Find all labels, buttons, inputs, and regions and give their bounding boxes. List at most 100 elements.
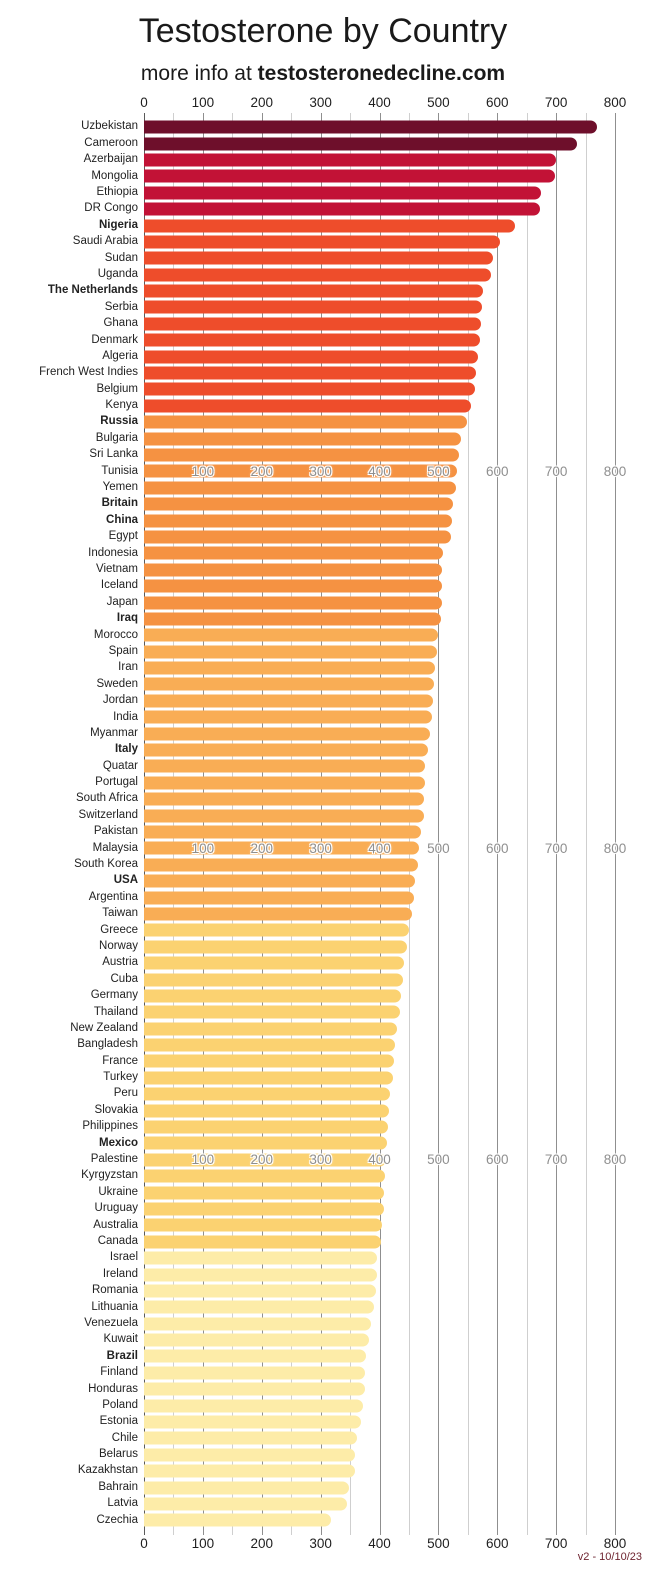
country-label: Jordan (102, 694, 138, 707)
major-gridline-100 (202, 113, 204, 1535)
axis-bottom-tick-500: 500 (427, 1536, 450, 1551)
country-label: The Netherlands (47, 284, 138, 297)
value-bar (144, 841, 419, 855)
bar-track (144, 988, 615, 1004)
value-bar (144, 1349, 366, 1363)
bar-track (144, 217, 615, 233)
inline-axis-tick-500: 500 (427, 463, 450, 479)
bar-track (144, 676, 615, 692)
bar-row: Ghana (0, 316, 615, 332)
value-bar (144, 1186, 385, 1200)
country-label: Cameroon (84, 136, 138, 149)
value-bar (144, 1300, 374, 1314)
bar-track (144, 660, 615, 676)
value-bar (144, 743, 429, 757)
country-label: Serbia (104, 300, 138, 313)
inline-axis-tick-600: 600 (485, 840, 509, 856)
inline-axis-tick-700: 700 (544, 840, 568, 856)
bar-track (144, 250, 615, 266)
bar-track (144, 1430, 615, 1446)
axis-top-tick-400: 400 (368, 95, 391, 110)
value-bar (144, 1448, 356, 1462)
inline-axis-tick-800: 800 (603, 840, 627, 856)
bar-row: Latvia (0, 1496, 615, 1512)
bar-track (144, 1266, 615, 1282)
country-label: Portugal (95, 776, 138, 789)
bar-track (144, 1332, 615, 1348)
version-note: v2 - 10/10/23 (577, 1551, 642, 1563)
country-label: Poland (102, 1398, 138, 1411)
value-bar (144, 940, 407, 954)
value-bar (144, 1071, 394, 1085)
country-label: Australia (93, 1218, 138, 1231)
inline-axis-tick-200: 200 (250, 840, 274, 856)
axis-bottom-tick-800: 800 (603, 1536, 627, 1551)
bar-row: Ukraine (0, 1184, 615, 1200)
bar-row: USA (0, 873, 615, 889)
inline-axis-tick-600: 600 (485, 463, 509, 479)
country-label: USA (113, 874, 138, 887)
bar-row: Cameroon (0, 135, 615, 151)
bar-row: Austria (0, 955, 615, 971)
bar-row: China (0, 512, 615, 528)
bar-track (144, 234, 615, 250)
minor-gridline-750 (585, 113, 587, 1535)
bar-row: Taiwan (0, 906, 615, 922)
axis-bottom-tick-100: 100 (191, 1536, 215, 1551)
bar-track (144, 1299, 615, 1315)
bar-row: Morocco (0, 627, 615, 643)
bar-row: Uruguay (0, 1201, 615, 1217)
country-label: Switzerland (78, 808, 138, 821)
bar-track (144, 807, 615, 823)
country-label: China (106, 513, 138, 526)
bar-track (144, 1463, 615, 1479)
bar-row: Myanmar (0, 725, 615, 741)
bar-track (144, 1053, 615, 1069)
bar-row: French West Indies (0, 365, 615, 381)
bar-row: Belgium (0, 381, 615, 397)
bar-row: Germany (0, 988, 615, 1004)
value-bar (144, 268, 492, 282)
bar-row: Honduras (0, 1381, 615, 1397)
minor-gridline-50 (173, 113, 175, 1535)
value-bar (144, 514, 452, 528)
inline-axis-tick-200: 200 (250, 1152, 274, 1168)
bar-row: South Africa (0, 791, 615, 807)
country-label: Turkey (103, 1071, 138, 1084)
axis-bottom-tick-700: 700 (544, 1536, 568, 1551)
value-bar (144, 956, 404, 970)
value-bar (144, 1431, 357, 1445)
bar-row: Algeria (0, 348, 615, 364)
minor-gridline-450 (408, 113, 410, 1535)
bar-row: Canada (0, 1234, 615, 1250)
country-label: Pakistan (93, 825, 138, 838)
value-bar (144, 694, 434, 708)
subtitle-prefix: more info at (140, 62, 258, 85)
value-bar (144, 891, 414, 905)
bar-row: Estonia (0, 1414, 615, 1430)
bar-track (144, 611, 615, 627)
axis-bottom-tick-300: 300 (309, 1536, 332, 1551)
country-label: Slovakia (94, 1103, 138, 1116)
country-label: Romania (91, 1284, 138, 1297)
inline-axis-tick-700: 700 (544, 1152, 568, 1168)
bar-track (144, 267, 615, 283)
bar-row: Malaysia (0, 840, 615, 856)
bar-track (144, 725, 615, 741)
bar-row: Sri Lanka (0, 447, 615, 463)
country-label: Uzbekistan (81, 120, 138, 133)
value-bar (144, 1218, 383, 1232)
value-bar (144, 563, 443, 577)
bar-track (144, 709, 615, 725)
bar-row: DR Congo (0, 201, 615, 217)
bar-row: Argentina (0, 889, 615, 905)
value-bar (144, 1382, 365, 1396)
country-label: Bahrain (98, 1480, 138, 1493)
bar-row: Kenya (0, 398, 615, 414)
bar-track (144, 1184, 615, 1200)
chart-subtitle: more info at testosteronedecline.com (0, 62, 646, 86)
country-label: Greece (100, 923, 138, 936)
value-bar (144, 727, 431, 741)
country-label: Estonia (99, 1415, 138, 1428)
inline-axis-tick-100: 100 (191, 840, 215, 856)
